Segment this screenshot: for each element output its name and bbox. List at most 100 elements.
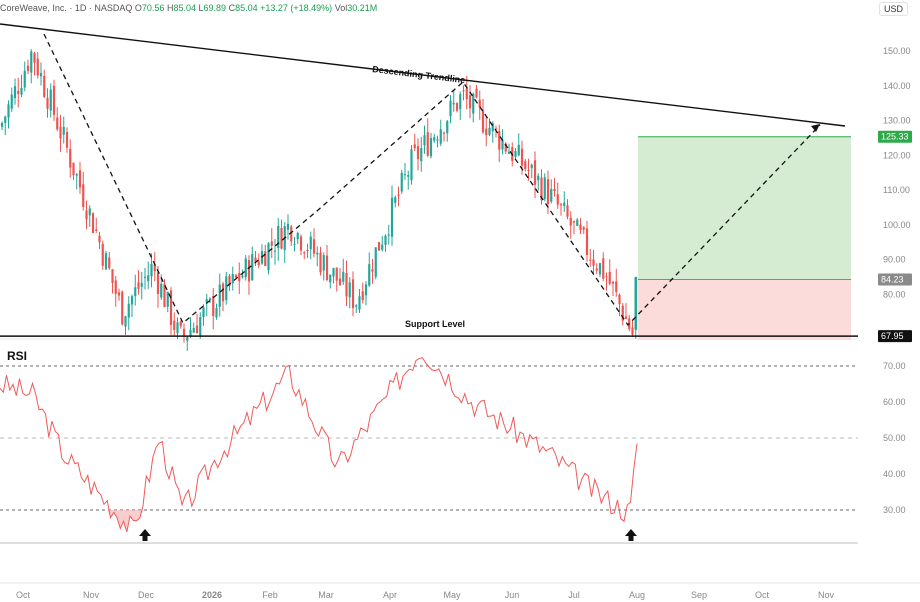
price-tick-label: 120.00 [883,150,911,160]
candle-body [286,223,290,230]
candle-body [537,175,540,181]
candle-body [234,275,238,278]
candle-body [296,232,299,240]
candle-body [98,235,101,243]
candle-body [410,149,413,181]
price-tick-label: 110.00 [883,185,910,195]
candle-body [179,321,182,327]
candle-body [602,258,605,279]
candle-body [507,151,511,154]
candle-body [572,221,576,223]
candle-body [478,99,481,108]
candle-body [342,271,345,282]
candle-body [257,261,260,266]
candle-body [182,328,186,336]
candle-body [52,85,56,115]
candle-body [117,292,121,296]
candle-body [62,126,65,135]
candle-body [550,188,553,202]
candle-body [251,254,254,281]
candle-body [452,102,455,105]
candle-body [329,274,332,283]
candle-body [186,337,189,341]
candle-body [351,279,355,309]
candle-body [608,271,611,284]
projection-arrowhead [811,124,820,132]
candle-body [218,284,221,307]
candle-body [390,197,394,237]
change-value: +13.27 (+18.49%) [260,3,333,13]
candle-body [33,52,36,63]
candle-body [49,89,52,111]
candle-body [30,51,33,73]
candle-body [212,296,215,316]
candle-body [124,316,127,327]
candle-body [121,291,124,325]
candle-body [208,298,212,301]
candle-body [189,329,192,337]
candle-body [163,283,166,307]
rsi-tick-label: 30.00 [883,505,906,515]
candle-body [595,268,598,271]
candle-body [556,194,559,205]
candle-body [306,250,309,252]
candle-body [615,281,618,292]
candle-body [371,269,374,272]
candle-body [429,138,433,157]
candle-body [195,325,199,334]
candle-body [130,296,134,305]
time-axis: Oct Nov Dec 2026 Feb Mar Apr May Jun Jul Aug Sep Oct… [16,590,835,600]
candle-body [150,263,153,277]
candle-body [520,148,524,166]
candle-body [631,327,634,335]
candle-body [618,294,621,305]
candle-body [413,144,416,149]
support-label-bg [401,317,469,330]
candle-body [624,316,628,319]
dashed-projection [43,33,821,327]
candle-body [546,179,550,205]
candle-body [481,110,485,133]
candle-body [566,205,569,217]
entry-price-tag-bg [878,273,912,286]
candle-body [88,208,91,216]
candle-body [312,239,316,254]
candle-body [215,308,218,318]
candle-body [309,236,312,250]
currency-button[interactable]: USD [878,2,908,16]
candle-body [563,202,566,206]
candle-body [153,264,156,272]
candle-body [85,210,88,220]
candle-body [498,130,501,150]
candle-body [247,260,251,282]
candle-body [407,175,410,177]
candle-body [270,241,273,246]
time-tick-label: Mar [318,590,334,600]
trendline-label: Descending Trendline [372,64,466,85]
candle-body [59,126,62,139]
time-tick-label: Sep [691,590,707,600]
candle-body [303,252,306,254]
price-tick-label: 80.00 [883,289,906,299]
candle-body [36,58,39,76]
candle-body [192,327,195,333]
candle-body [605,276,608,278]
candle-body [592,259,595,266]
rsi-line [0,357,638,533]
target-zone [638,136,851,280]
candle-body [397,194,400,196]
candle-body [20,87,23,95]
candle-body [231,273,234,284]
candle-body [114,280,117,294]
candle-body [176,322,179,334]
candle-body [472,93,475,114]
candle-body [280,228,283,249]
candle-body [199,316,202,336]
candle-body [361,291,364,300]
buy-signal-arrow-dec [139,529,151,541]
time-tick-label: Aug [629,590,645,600]
time-tick-label: Nov [83,590,100,600]
chart-header: CoreWeave, Inc. · 1D · NASDAQ O70.56 H85… [0,3,378,13]
symbol-label: CoreWeave, Inc. · 1D · NASDAQ [0,3,133,13]
